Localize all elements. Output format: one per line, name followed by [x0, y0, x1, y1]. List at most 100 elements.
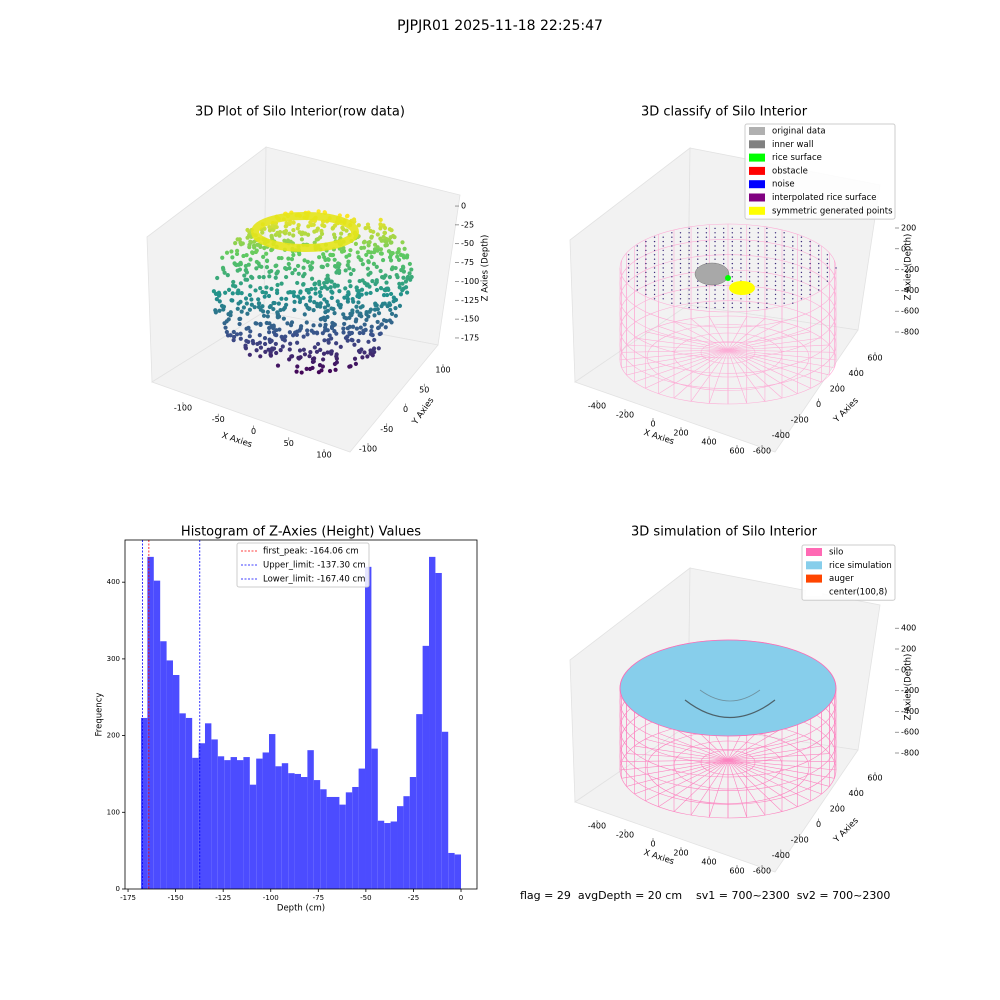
- surface-dot: [731, 280, 734, 282]
- y-tick-label: 400: [849, 789, 864, 798]
- y-tick-label: -400: [772, 431, 790, 440]
- cloud-dot: [344, 316, 349, 321]
- cloud-dot: [363, 327, 368, 332]
- cloud-dot: [222, 321, 227, 326]
- surface-dot: [774, 240, 777, 243]
- cloud-dot: [333, 367, 338, 372]
- cloud-dot: [297, 251, 302, 257]
- x-tick-label: -400: [588, 402, 606, 411]
- cloud-dot: [349, 330, 355, 336]
- z-tick-label: -25: [461, 220, 474, 229]
- cloud-dot: [266, 293, 272, 299]
- cloud-dot: [251, 341, 256, 346]
- cloud-dot: [246, 339, 251, 344]
- surface-dot: [662, 276, 664, 278]
- surface-dot: [792, 271, 794, 274]
- cloud-dot: [307, 366, 313, 372]
- cloud-dot: [378, 247, 384, 252]
- cloud-dot: [249, 302, 254, 307]
- cloud-dot: [273, 275, 278, 280]
- surface-dot: [722, 262, 725, 265]
- histogram-bar: [454, 854, 462, 889]
- figure-title: PJPJR01 2025-11-18 22:25:47: [397, 18, 603, 34]
- cloud-dot: [267, 304, 272, 310]
- cloud-dot: [290, 271, 295, 276]
- y-tick-label: 100: [107, 808, 120, 816]
- x-tick-label: -25: [408, 894, 419, 902]
- surface-dot: [818, 271, 820, 274]
- cloud-dot: [370, 333, 375, 338]
- cloud-dot: [349, 337, 354, 342]
- histogram-bar: [179, 713, 186, 889]
- cloud-dot: [322, 223, 327, 229]
- cloud-dot: [305, 328, 310, 333]
- cloud-dot: [243, 263, 248, 269]
- surface-dot: [714, 302, 716, 304]
- cloud-dot: [355, 294, 360, 299]
- x-tick-label: -400: [588, 822, 606, 831]
- surface-dot: [800, 258, 803, 260]
- cloud-dot: [318, 293, 323, 298]
- surface-dot: [809, 245, 811, 247]
- wire-floor-ring: [700, 750, 756, 775]
- surface-dot: [757, 293, 759, 296]
- surface-dot: [636, 284, 638, 287]
- cloud-dot: [231, 334, 237, 340]
- cloud-dot: [322, 284, 327, 289]
- x-tick-label: 400: [701, 858, 716, 867]
- surface-dot: [783, 249, 785, 252]
- cloud-dot: [251, 243, 257, 248]
- surface-dot: [757, 240, 759, 243]
- cloud-dot: [378, 268, 383, 274]
- cloud-dot: [253, 288, 258, 293]
- cloud-dot: [316, 370, 322, 375]
- surface-dot: [748, 245, 751, 247]
- surface-dot: [766, 240, 768, 243]
- cloud-dot: [381, 318, 387, 323]
- cloud-dot: [379, 304, 384, 309]
- cloud-dot: [261, 254, 266, 259]
- cloud-dot: [249, 297, 254, 302]
- cloud-dot: [276, 314, 282, 319]
- cloud-dot: [347, 266, 352, 271]
- surface-dot: [645, 262, 647, 265]
- histogram-bar: [243, 757, 250, 889]
- cloud-dot: [299, 232, 304, 237]
- surface-dot: [679, 267, 682, 269]
- surface-dots: [627, 227, 837, 309]
- cloud-dot: [365, 282, 370, 287]
- histogram-bar: [236, 760, 244, 889]
- surface-dot: [688, 289, 690, 291]
- cloud-dot: [351, 299, 356, 304]
- y-tick-label: 100: [435, 366, 450, 375]
- cloud-dot: [378, 217, 383, 222]
- cloud-dot: [407, 261, 412, 267]
- surface-dot: [731, 258, 734, 260]
- histogram-bar: [333, 796, 340, 889]
- surface-dot: [809, 293, 811, 296]
- surface-dot: [653, 258, 656, 260]
- surface-dot: [740, 276, 742, 278]
- surface-dot: [748, 302, 751, 304]
- surface-dot: [783, 302, 785, 304]
- surface-dot: [697, 302, 699, 304]
- surface-dot: [783, 293, 785, 296]
- cloud-dot: [359, 257, 364, 263]
- cloud-dot: [321, 351, 327, 356]
- cloud-dot: [302, 258, 307, 263]
- cloud-dot: [394, 272, 399, 278]
- cloud-dot: [404, 290, 410, 295]
- cloud-dot: [318, 301, 323, 306]
- surface-dot: [740, 271, 742, 274]
- surface-dot: [792, 240, 794, 243]
- z-tick-label: -600: [901, 307, 919, 316]
- legend-swatch: [749, 206, 765, 215]
- surface-dot: [783, 289, 785, 291]
- cloud-dot: [347, 324, 353, 329]
- cloud-dot: [399, 268, 404, 273]
- surface-dot: [714, 298, 716, 300]
- surface-dot: [627, 262, 630, 265]
- surface-dot: [774, 284, 777, 287]
- surface-dot: [679, 254, 682, 256]
- cloud-dot: [409, 274, 414, 280]
